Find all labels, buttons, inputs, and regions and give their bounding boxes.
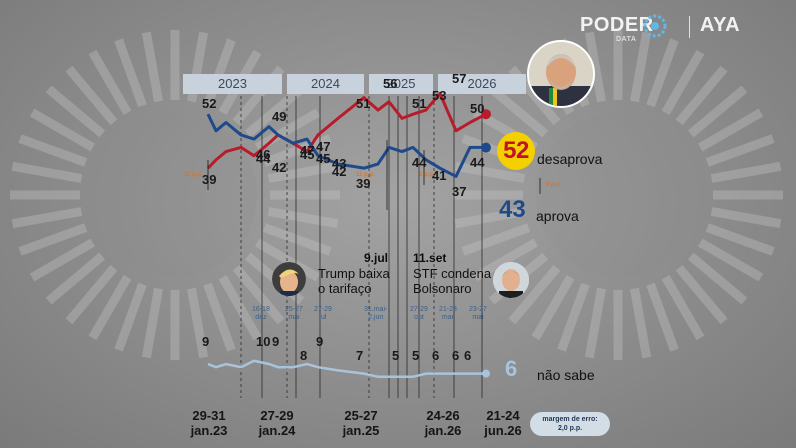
trump-portrait-icon <box>272 262 306 296</box>
year-2026: 2026 <box>438 74 526 94</box>
series-name-nao-sabe: não sabe <box>537 367 595 383</box>
year-2025: 2025 <box>369 74 433 94</box>
brand-sub: DATA <box>616 36 637 43</box>
sub-date-5: 27-29 out <box>410 306 428 321</box>
end-dot-nao-sabe <box>482 369 490 378</box>
data-label-desaprova-0: 39 <box>202 172 217 188</box>
data-label-desaprova-10: 57 <box>452 71 467 87</box>
series-name-aprova: aprova <box>536 208 579 224</box>
brand-burst-icon <box>643 14 667 38</box>
gap-label-2023: 11 p.p. <box>184 172 203 178</box>
data-label-n-o-sabe-2: 9 <box>272 334 280 349</box>
year-2023: 2023 <box>183 74 282 94</box>
data-label-aprova-8: 41 <box>432 167 447 183</box>
data-label-n-o-sabe-8: 6 <box>432 348 440 363</box>
data-label-aprova-3: 47 <box>300 142 315 158</box>
gap-label-stf: 1 p.p. <box>419 172 435 178</box>
end-dot-desaprova <box>481 109 491 120</box>
gap-label-latest: 9 p.p. <box>546 182 562 188</box>
sub-date-4: 31.mai- 2.jun <box>364 306 388 321</box>
data-label-desaprova-3: 45 <box>300 147 315 163</box>
event-date-11set: 11.set <box>413 251 447 265</box>
data-label-aprova-4: 45 <box>316 151 331 167</box>
data-label-desaprova-1: 44 <box>256 151 271 167</box>
year-2024: 2024 <box>287 74 364 94</box>
data-label-aprova-1: 46 <box>256 147 271 163</box>
x-label-1: 29-31 jan.23 <box>190 408 228 438</box>
partner-logo: AYA <box>700 14 741 36</box>
end-value-aprova: 43 <box>499 196 526 223</box>
background-burst <box>10 30 340 360</box>
data-label-desaprova-6: 51 <box>356 96 371 112</box>
background-burst <box>453 30 783 360</box>
lula-photo <box>527 40 595 108</box>
sub-date-6: 21-23 mar <box>439 306 457 321</box>
end-value-nao-sabe: 6 <box>505 356 518 381</box>
data-label-n-o-sabe-7: 5 <box>412 348 420 363</box>
event-date-9jul: 9.jul <box>364 251 389 265</box>
data-label-aprova-10: 44 <box>470 155 485 171</box>
series-name-desaprova: desaprova <box>537 151 603 167</box>
gap-label-2025: 11 p.p. <box>356 172 375 178</box>
data-label-n-o-sabe-4: 9 <box>316 334 324 349</box>
event-trump: Trump baixa o tarifaço <box>318 266 390 296</box>
data-label-n-o-sabe-9: 6 <box>452 348 460 363</box>
sub-date-1: 16-18 dez <box>252 306 270 321</box>
data-label-aprova-2: 49 <box>272 108 287 124</box>
data-label-n-o-sabe-0: 9 <box>202 334 210 349</box>
data-label-desaprova-9: 53 <box>432 88 447 104</box>
series-line-aprova <box>206 113 488 178</box>
data-label-desaprova-2: 42 <box>272 159 287 175</box>
x-label-5: 21-24 jun.26 <box>484 408 522 438</box>
data-label-desaprova-4: 47 <box>316 138 331 154</box>
data-label-n-o-sabe-10: 6 <box>464 348 472 363</box>
data-label-desaprova-8: 51 <box>412 96 427 112</box>
data-label-aprova-9: 37 <box>452 184 467 200</box>
data-label-n-o-sabe-3: 8 <box>300 348 308 363</box>
brand-logo: PODER <box>580 14 654 36</box>
bolsonaro-photo <box>493 262 529 298</box>
bolsonaro-portrait-icon <box>493 262 529 298</box>
x-label-3: 25-27 jan.25 <box>342 408 380 438</box>
sub-date-7: 23-27 mai <box>469 306 487 321</box>
lula-portrait-icon <box>529 42 593 106</box>
sub-date-3: 27-29 jul <box>314 306 332 321</box>
trump-photo <box>272 262 306 296</box>
data-label-n-o-sabe-6: 5 <box>392 348 400 363</box>
end-value-desaprova: 52 <box>497 132 535 170</box>
series-line-desaprova <box>206 91 487 170</box>
data-label-desaprova-11: 50 <box>470 100 485 116</box>
data-label-aprova-6: 39 <box>356 176 371 192</box>
x-label-2: 27-29 jan.24 <box>258 408 296 438</box>
x-label-4: 24-26 jan.26 <box>424 408 462 438</box>
data-label-n-o-sabe-1: 10 <box>256 334 271 349</box>
margin-of-error: margem de erro: 2,0 p.p. <box>530 412 610 436</box>
event-stf: STF condena Bolsonaro <box>413 266 492 296</box>
series-line-nao-sabe <box>207 359 486 379</box>
data-label-desaprova-7: 56 <box>383 75 398 91</box>
end-dot-aprova <box>481 142 491 153</box>
data-label-aprova-0: 52 <box>202 96 217 112</box>
data-label-aprova-7: 44 <box>412 155 427 171</box>
data-label-aprova-5: 42 <box>332 163 347 179</box>
brand-divider <box>689 16 690 38</box>
sub-date-2: 25-27 mai <box>285 306 303 321</box>
data-label-desaprova-5: 43 <box>332 155 347 171</box>
data-label-n-o-sabe-5: 7 <box>356 348 364 363</box>
